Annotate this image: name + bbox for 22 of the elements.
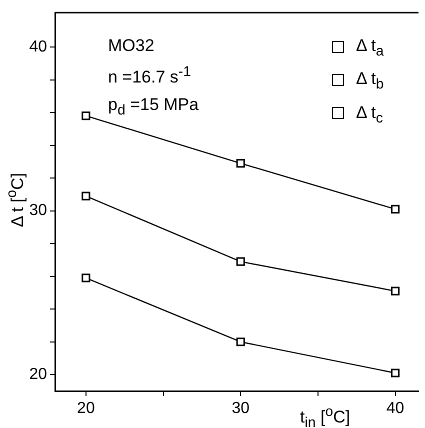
point [82,274,90,282]
y-tick-label: 20 [29,366,48,384]
point [82,112,90,120]
x-tick-label: 30 [232,400,250,418]
annotation: p$_{d}$ =15 MPa [108,94,199,120]
point [391,368,400,378]
point [82,192,90,200]
x-tick-label: 20 [77,400,95,418]
annotation: MO32 [108,35,156,57]
point [236,257,245,266]
point [391,204,400,214]
legend-label: Δ t$_{c}$ [355,102,384,128]
y-tick-label: 30 [29,202,48,220]
point [236,159,245,168]
point [236,338,245,346]
legend-label: Δ t$_{a}$ [355,35,384,62]
legend-label: Δ t$_{b}$ [355,68,384,95]
annotation: n =16.7 s$^{-1}$ [108,63,192,89]
x-tick-label: 40 [386,400,404,418]
point [391,286,400,296]
y-tick-label: 40 [29,38,48,56]
x-axis-title: t$_{in}$ [$^{o}$C] [300,404,350,428]
